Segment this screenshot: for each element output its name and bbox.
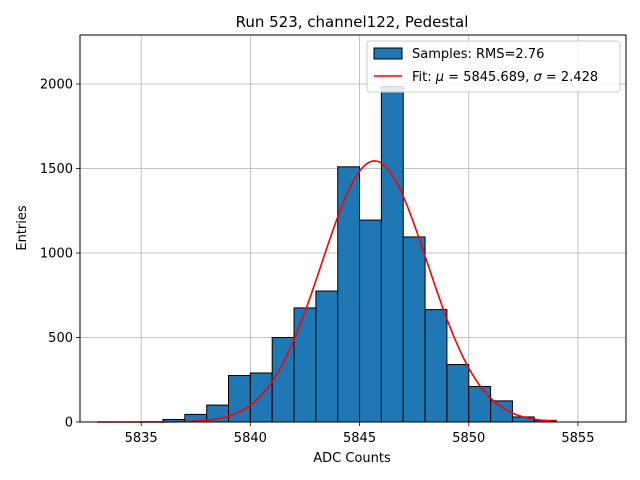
plot-frame <box>79 34 627 423</box>
histogram-bar <box>315 290 339 423</box>
histogram-bar <box>337 166 361 423</box>
histogram-bar <box>359 219 382 423</box>
x-tick-label: 5855 <box>561 431 594 446</box>
x-tick-label: 5850 <box>452 431 485 446</box>
y-axis-label: Entries <box>15 205 30 251</box>
legend-samples-swatch <box>373 47 403 60</box>
legend-box <box>366 40 621 93</box>
y-tick-label: 2000 <box>40 78 73 93</box>
histogram-bars <box>162 86 557 423</box>
y-tick-label: 0 <box>65 416 73 431</box>
legend: Samples: RMS=2.76 Fit: μ = 5845.689, σ =… <box>366 40 621 93</box>
x-tick-label: 5840 <box>234 431 267 446</box>
histogram-bar <box>446 364 470 423</box>
y-axis: 0 500 1000 1500 2000 <box>40 78 80 431</box>
histogram-bar <box>380 86 404 423</box>
y-tick-label: 1000 <box>40 247 73 262</box>
histogram-bar <box>402 236 426 423</box>
legend-samples-label: Samples: RMS=2.76 <box>412 47 544 62</box>
x-axis: 5835 5840 5845 5850 5855 <box>125 422 594 446</box>
histogram-bar <box>424 309 448 423</box>
x-tick-label: 5845 <box>343 431 376 446</box>
histogram-bar <box>293 307 317 423</box>
histogram-bar <box>271 337 295 423</box>
histogram-bar <box>468 386 492 423</box>
legend-fit-label: Fit: μ = 5845.689, σ = 2.428 <box>412 70 598 85</box>
histogram-bar <box>249 372 273 423</box>
chart-title: Run 523, channel122, Pedestal <box>236 13 469 31</box>
y-tick-label: 1500 <box>40 162 73 177</box>
x-tick-label: 5835 <box>125 431 158 446</box>
x-axis-label: ADC Counts <box>313 451 391 466</box>
y-tick-label: 500 <box>48 331 73 346</box>
